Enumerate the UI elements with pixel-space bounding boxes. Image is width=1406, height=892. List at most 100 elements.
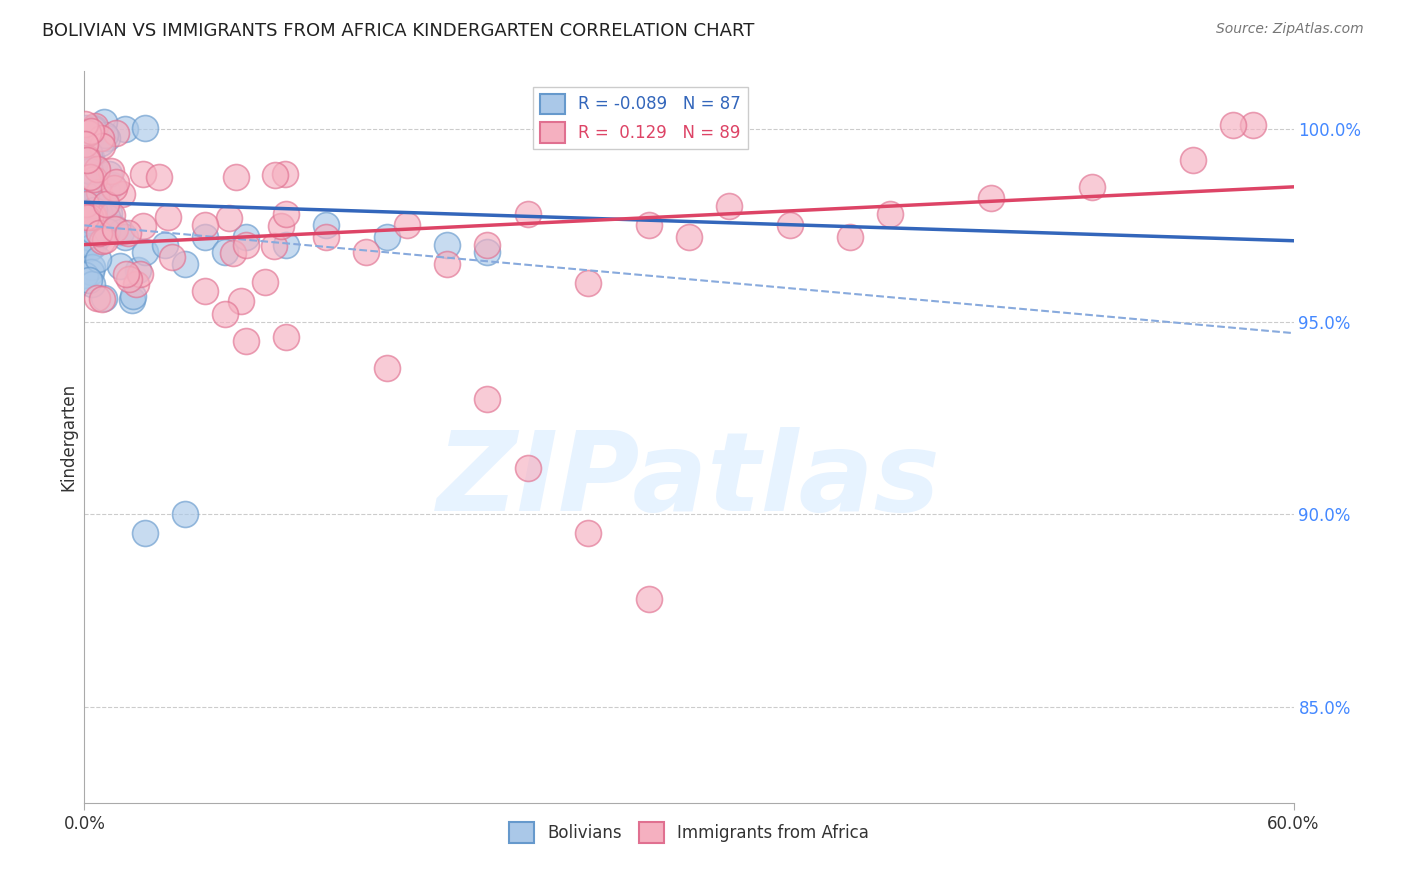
Text: BOLIVIAN VS IMMIGRANTS FROM AFRICA KINDERGARTEN CORRELATION CHART: BOLIVIAN VS IMMIGRANTS FROM AFRICA KINDE… xyxy=(42,22,755,40)
Point xyxy=(194,219,217,233)
Point xyxy=(1081,179,1104,194)
Point xyxy=(274,330,297,344)
Point xyxy=(79,153,101,168)
Point xyxy=(678,230,700,244)
Point xyxy=(637,219,659,233)
Point xyxy=(75,120,97,135)
Point xyxy=(93,291,115,305)
Point xyxy=(94,197,117,211)
Point xyxy=(79,212,101,227)
Point xyxy=(115,267,138,281)
Point xyxy=(76,126,98,140)
Point xyxy=(194,230,217,244)
Point xyxy=(156,210,179,224)
Point xyxy=(96,130,118,145)
Point xyxy=(101,178,124,193)
Point xyxy=(270,219,292,233)
Point xyxy=(80,231,103,245)
Point xyxy=(79,163,101,178)
Point xyxy=(82,238,104,252)
Point xyxy=(129,267,152,281)
Point xyxy=(1241,118,1264,132)
Point xyxy=(76,230,98,244)
Point xyxy=(576,526,599,541)
Point xyxy=(477,237,499,252)
Point xyxy=(104,175,127,189)
Point xyxy=(315,219,337,233)
Point xyxy=(79,224,101,238)
Point xyxy=(73,117,96,131)
Point xyxy=(87,185,110,199)
Point xyxy=(110,225,132,239)
Point xyxy=(94,233,117,247)
Point xyxy=(980,191,1002,205)
Point xyxy=(76,126,98,140)
Text: ZIPatlas: ZIPatlas xyxy=(437,427,941,534)
Point xyxy=(103,181,125,195)
Point xyxy=(82,224,104,238)
Point xyxy=(436,237,458,252)
Point xyxy=(235,237,257,252)
Point xyxy=(87,227,110,241)
Point xyxy=(274,237,297,252)
Point xyxy=(93,197,115,211)
Point xyxy=(75,182,97,196)
Point xyxy=(90,131,112,145)
Point xyxy=(80,277,103,292)
Point xyxy=(153,237,176,252)
Point xyxy=(75,170,97,185)
Point xyxy=(94,128,117,142)
Point xyxy=(105,126,128,140)
Point xyxy=(76,153,98,168)
Point xyxy=(80,203,103,218)
Point xyxy=(86,231,108,245)
Point xyxy=(98,167,121,181)
Point xyxy=(117,226,139,240)
Point xyxy=(1181,153,1204,167)
Point xyxy=(356,245,378,260)
Y-axis label: Kindergarten: Kindergarten xyxy=(59,383,77,491)
Point xyxy=(111,186,134,201)
Point xyxy=(225,169,247,184)
Point xyxy=(87,252,110,266)
Point xyxy=(83,120,105,135)
Point xyxy=(194,284,217,298)
Point xyxy=(263,168,285,182)
Point xyxy=(73,136,96,151)
Point xyxy=(82,205,104,219)
Point xyxy=(82,122,104,136)
Point xyxy=(718,199,741,213)
Point xyxy=(96,211,118,225)
Point xyxy=(77,145,100,160)
Point xyxy=(79,236,101,251)
Point xyxy=(103,219,125,234)
Point xyxy=(108,259,131,273)
Point xyxy=(114,121,136,136)
Point xyxy=(90,193,112,207)
Point xyxy=(274,207,297,221)
Point xyxy=(83,171,105,186)
Point xyxy=(121,293,143,308)
Point xyxy=(98,206,121,220)
Point xyxy=(263,239,285,253)
Point xyxy=(100,209,122,223)
Point xyxy=(93,114,115,128)
Point xyxy=(96,184,118,198)
Point xyxy=(87,206,110,220)
Point xyxy=(73,141,96,155)
Point xyxy=(118,272,141,286)
Point xyxy=(90,293,112,307)
Point xyxy=(86,186,108,200)
Point xyxy=(315,230,337,244)
Point xyxy=(879,207,901,221)
Point xyxy=(576,276,599,290)
Point xyxy=(82,165,104,179)
Point xyxy=(160,250,183,264)
Point xyxy=(375,230,398,244)
Point xyxy=(86,291,108,305)
Point xyxy=(477,392,499,406)
Point xyxy=(222,245,245,260)
Point xyxy=(86,175,108,189)
Point xyxy=(76,196,98,211)
Point xyxy=(235,230,257,244)
